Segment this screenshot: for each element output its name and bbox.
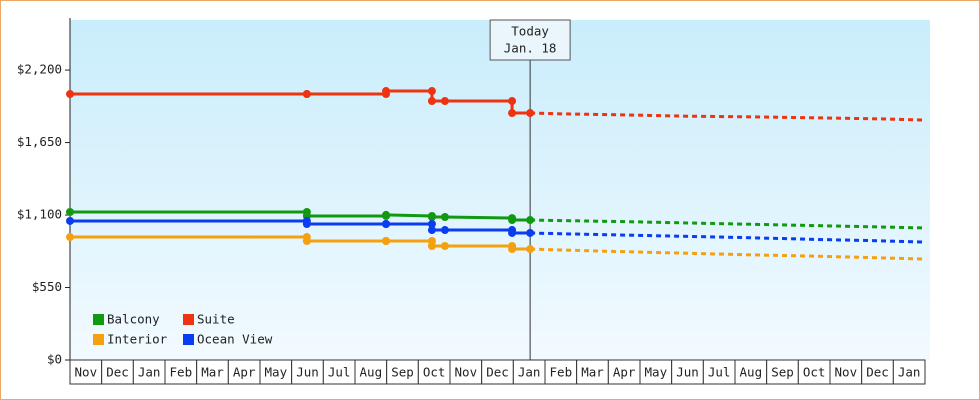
forecast-line: [530, 218, 926, 230]
x-tick-cell: [892, 359, 926, 385]
x-tick-label: May: [265, 365, 288, 380]
forecast-line: [530, 231, 926, 244]
forecast-line: [530, 111, 926, 122]
legend-label: Ocean View: [197, 332, 273, 347]
x-tick-cell: [322, 359, 356, 385]
point: [427, 97, 436, 106]
x-tick-label: Aug: [360, 365, 383, 380]
legend-label: Interior: [107, 332, 168, 347]
point: [508, 109, 517, 118]
x-tick-label: Sep: [771, 365, 794, 380]
legend-swatch: [93, 314, 104, 325]
x-tick-label: Jan: [898, 365, 921, 380]
x-tick-label: Apr: [613, 365, 636, 380]
x-tick-label: Sep: [391, 365, 414, 380]
point: [382, 220, 391, 228]
y-tick-label: $0: [47, 352, 62, 367]
point: [382, 87, 391, 96]
y-tick-label: $550: [32, 279, 62, 294]
x-tick-cell: [544, 359, 578, 385]
x-tick-cell: [576, 359, 609, 385]
point: [66, 90, 74, 99]
x-tick-cell: [734, 359, 768, 385]
today-label: Jan. 18: [504, 41, 557, 56]
point: [526, 228, 535, 237]
forecast-line: [530, 247, 926, 261]
x-tick-label: Aug: [740, 365, 763, 380]
y-tick-label: $1,650: [17, 134, 62, 149]
x-tick-label: Oct: [803, 365, 826, 380]
x-tick-cell: [354, 359, 388, 385]
point: [66, 233, 74, 242]
x-tick-label: Nov: [835, 365, 858, 380]
y-tick-label: $1,100: [17, 207, 62, 222]
x-tick-cell: [386, 359, 419, 385]
point: [302, 220, 311, 228]
legend-swatch: [183, 314, 194, 325]
point: [440, 213, 449, 222]
legend-label: Balcony: [107, 312, 160, 327]
point: [302, 237, 311, 245]
x-tick-label: Dec: [866, 365, 889, 380]
series-line: [70, 89, 531, 115]
x-tick-cell: [132, 359, 166, 385]
y-tick-label: $2,200: [17, 62, 62, 77]
point: [508, 245, 517, 254]
point: [427, 213, 436, 222]
plot-area: [70, 20, 930, 360]
x-tick-cell: [291, 359, 324, 385]
x-tick-cell: [417, 359, 451, 385]
today-box: [489, 19, 571, 61]
point: [427, 242, 436, 251]
point: [427, 87, 436, 96]
point: [382, 210, 391, 219]
point: [440, 226, 449, 235]
x-tick-cell: [861, 359, 894, 385]
point: [526, 245, 535, 254]
x-tick-cell: [259, 359, 293, 385]
point: [526, 216, 535, 225]
x-tick-label: Feb: [170, 365, 193, 380]
point: [526, 109, 535, 118]
point: [302, 90, 311, 99]
point: [427, 226, 436, 235]
x-tick-label: Jan: [138, 365, 161, 380]
x-tick-label: Nov: [75, 365, 98, 380]
x-tick-cell: [164, 359, 198, 385]
x-tick-label: Jul: [328, 365, 351, 380]
point: [508, 216, 517, 225]
point: [508, 228, 517, 237]
x-tick-label: Mar: [581, 365, 604, 380]
x-tick-label: Apr: [233, 365, 256, 380]
legend-label: Suite: [197, 312, 235, 327]
today-label: Today: [511, 24, 549, 39]
x-tick-label: Mar: [201, 365, 224, 380]
x-tick-cell: [766, 359, 799, 385]
x-tick-label: Jun: [296, 365, 319, 380]
point: [508, 97, 517, 106]
x-tick-cell: [829, 359, 863, 385]
x-tick-cell: [227, 359, 261, 385]
point: [66, 216, 74, 225]
point: [427, 220, 436, 228]
x-tick-label: Dec: [486, 365, 509, 380]
x-tick-label: Dec: [106, 365, 129, 380]
x-tick-label: Nov: [455, 365, 478, 380]
x-tick-label: Jun: [676, 365, 699, 380]
x-tick-label: Jan: [518, 365, 541, 380]
point: [66, 208, 74, 217]
x-tick-label: Feb: [550, 365, 573, 380]
point: [440, 97, 449, 106]
x-tick-cell: [449, 359, 483, 385]
legend-swatch: [93, 334, 104, 345]
x-tick-label: May: [645, 365, 668, 380]
legend-swatch: [183, 334, 194, 345]
point: [440, 242, 449, 251]
x-tick-label: Oct: [423, 365, 446, 380]
x-tick-cell: [196, 359, 229, 385]
point: [382, 237, 391, 245]
x-tick-label: Jul: [708, 365, 731, 380]
